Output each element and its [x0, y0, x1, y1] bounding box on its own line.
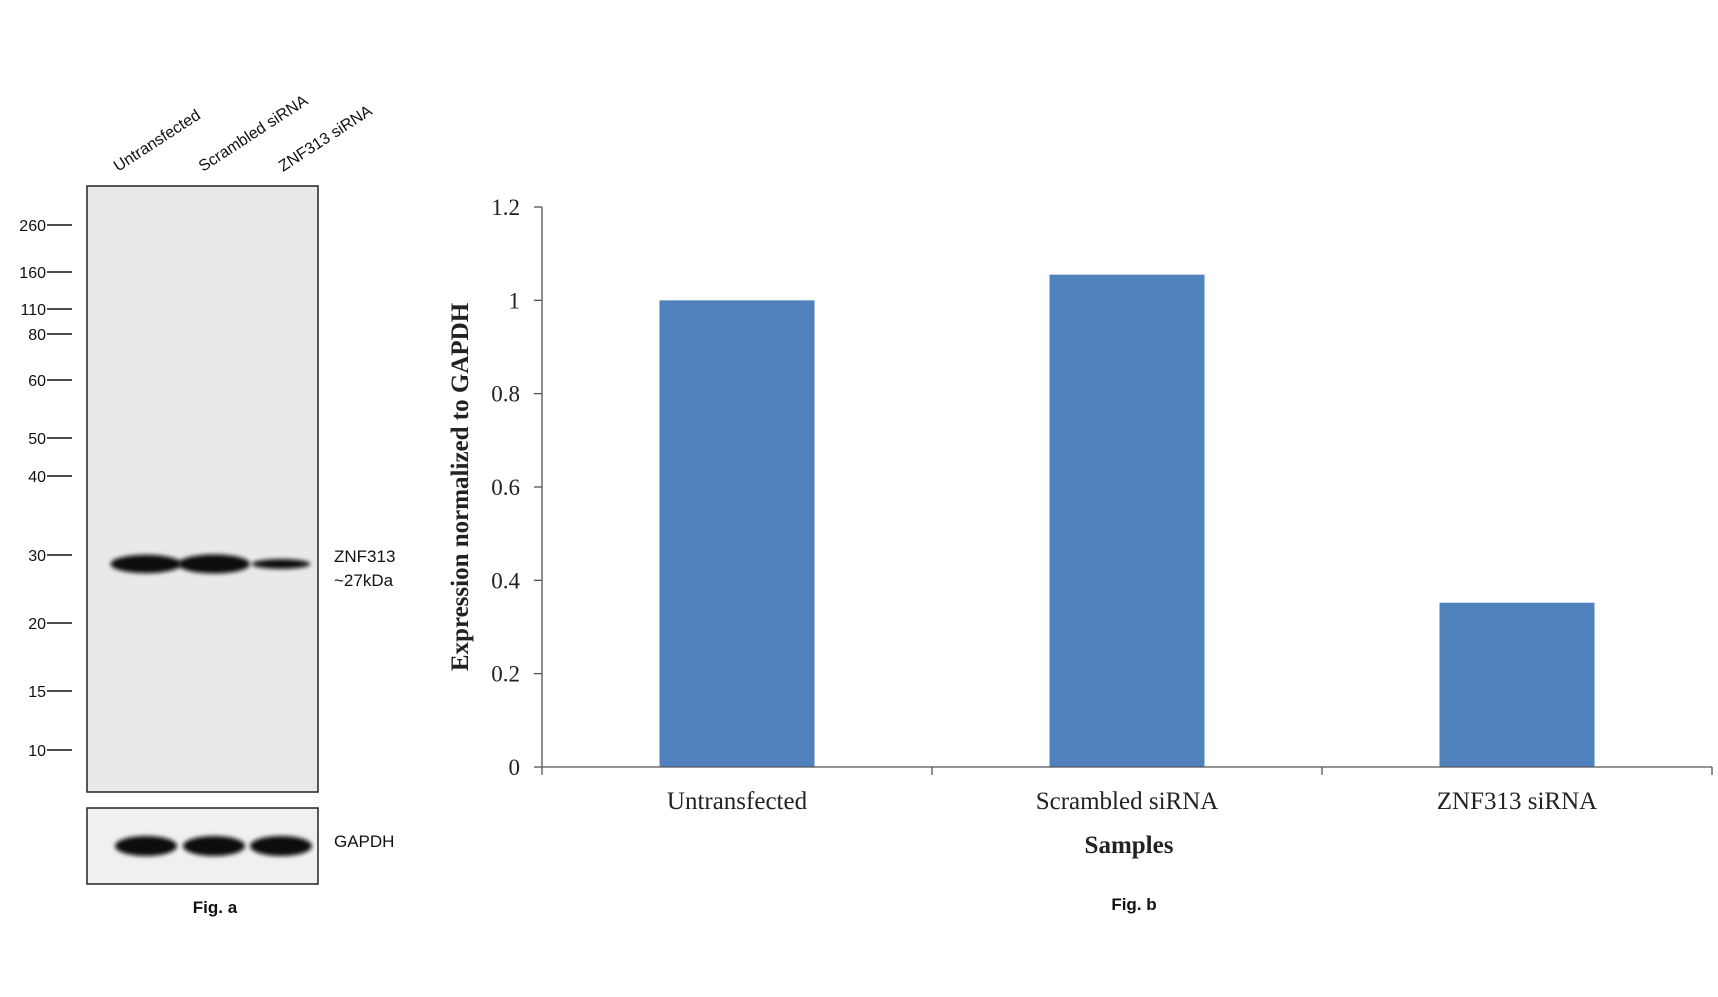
band-label-line1: ZNF313 [334, 547, 395, 566]
chart-caption: Fig. b [1111, 895, 1156, 914]
gapdh-band [250, 836, 312, 856]
band-label-line2: ~27kDa [334, 571, 394, 590]
blot-caption: Fig. a [193, 898, 238, 917]
x-axis-ticks: Untransfected Scrambled siRNA ZNF313 siRNA [541, 767, 1713, 815]
marker-label: 40 [28, 469, 46, 486]
marker-label: 60 [28, 373, 46, 390]
control-label: GAPDH [334, 832, 394, 851]
y-axis-ticks: 0 0.2 0.4 0.6 0.8 1 1.2 [491, 195, 542, 780]
marker-label: 10 [28, 743, 46, 760]
marker-label: 160 [19, 265, 46, 282]
y-tick-label: 0 [509, 755, 521, 780]
bar [1439, 602, 1595, 767]
lane-label: Untransfected [111, 107, 204, 176]
marker-label: 50 [28, 431, 46, 448]
bar [1049, 274, 1205, 767]
y-tick-label: 0.6 [491, 475, 520, 500]
marker-label: 260 [19, 218, 46, 235]
y-tick-label: 0.8 [491, 382, 520, 407]
znf313-band [251, 559, 311, 569]
y-tick-label: 1.2 [491, 195, 520, 220]
bars [659, 274, 1595, 767]
y-tick-label: 0.4 [491, 568, 520, 593]
blot-membrane [86, 185, 319, 793]
x-tick-label: Untransfected [667, 788, 808, 815]
y-tick-label: 0.2 [491, 662, 520, 687]
x-tick-label: Scrambled siRNA [1036, 788, 1219, 815]
gapdh-bands [115, 836, 312, 856]
x-tick-label: ZNF313 siRNA [1437, 788, 1597, 815]
y-axis-label: Expression normalized to GAPDH [447, 302, 474, 671]
znf313-bands [110, 554, 311, 574]
bar-chart-panel: 0 0.2 0.4 0.6 0.8 1 1.2 Untransfected Scrambled… [447, 195, 1713, 914]
marker-label: 20 [28, 616, 46, 633]
znf313-band [178, 554, 250, 574]
marker-label: 80 [28, 327, 46, 344]
gapdh-band [115, 836, 177, 856]
bar [659, 300, 815, 767]
marker-label: 15 [28, 684, 46, 701]
gapdh-band [183, 836, 245, 856]
molecular-weight-markers: 260 160 110 80 60 50 40 30 20 15 10 [19, 218, 72, 760]
marker-label: 30 [28, 548, 46, 565]
znf313-band [110, 554, 182, 574]
y-tick-label: 1 [509, 288, 521, 313]
marker-label: 110 [20, 302, 46, 319]
x-axis-label: Samples [1085, 832, 1174, 859]
